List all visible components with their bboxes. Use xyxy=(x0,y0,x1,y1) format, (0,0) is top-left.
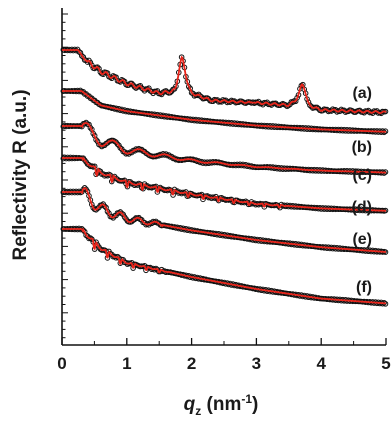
x-axis-title: qz (nm-1) xyxy=(184,392,259,418)
curve-label: (a) xyxy=(352,85,372,102)
data-point xyxy=(305,99,312,105)
data-point xyxy=(77,49,84,56)
data-point xyxy=(96,65,102,72)
x-axis-subscript: z xyxy=(195,404,201,418)
x-tick-label: 5 xyxy=(381,354,390,373)
series-4 xyxy=(60,185,389,255)
x-tick-label: 2 xyxy=(187,354,196,373)
series-5 xyxy=(60,225,389,307)
series-1 xyxy=(60,87,389,136)
x-tick-label: 3 xyxy=(252,354,261,373)
series-2 xyxy=(60,119,389,176)
curve-label: (e) xyxy=(352,231,372,248)
data-point xyxy=(307,102,313,109)
axis-layer: 0 1 2 3 4 5 xyxy=(57,8,391,373)
data-point xyxy=(79,53,85,59)
x-axis-symbol: q xyxy=(184,394,196,415)
y-axis-title: Reflectivity R (a.u.) xyxy=(10,89,31,260)
fit-line xyxy=(62,187,387,253)
data-point xyxy=(114,141,121,147)
fit-line xyxy=(62,90,387,133)
curve-label: (f) xyxy=(356,279,372,296)
data-point xyxy=(87,59,94,66)
curve-layer xyxy=(60,46,389,307)
data-point xyxy=(87,124,94,131)
data-point xyxy=(81,185,88,191)
data-point xyxy=(121,78,128,85)
x-axis-units-open: (nm xyxy=(201,394,241,415)
label-layer: (a) (b) (c) (d) (e) (f) xyxy=(352,85,372,296)
series-0 xyxy=(60,46,389,117)
x-axis-units-close: ) xyxy=(252,394,258,415)
x-tick-label: 1 xyxy=(122,354,131,373)
curve-label: (b) xyxy=(352,139,372,156)
data-point xyxy=(101,203,108,210)
data-point xyxy=(133,85,139,91)
x-tick-label: 0 xyxy=(57,354,66,373)
data-point xyxy=(98,143,105,150)
series-3 xyxy=(60,154,389,214)
data-point xyxy=(89,62,95,68)
data-point xyxy=(80,54,87,60)
fit-line xyxy=(62,156,387,212)
fit-line xyxy=(62,49,387,115)
data-point xyxy=(120,211,126,218)
data-point xyxy=(94,138,101,145)
data-point xyxy=(117,145,124,151)
data-point xyxy=(157,184,164,191)
x-axis-units-exp: -1 xyxy=(241,392,252,406)
fit-line xyxy=(62,227,387,305)
fit-line xyxy=(62,122,387,174)
curve-label: (d) xyxy=(352,199,372,216)
curve-label: (c) xyxy=(352,167,372,184)
x-tick-label: 4 xyxy=(316,354,326,373)
data-point xyxy=(86,121,92,128)
